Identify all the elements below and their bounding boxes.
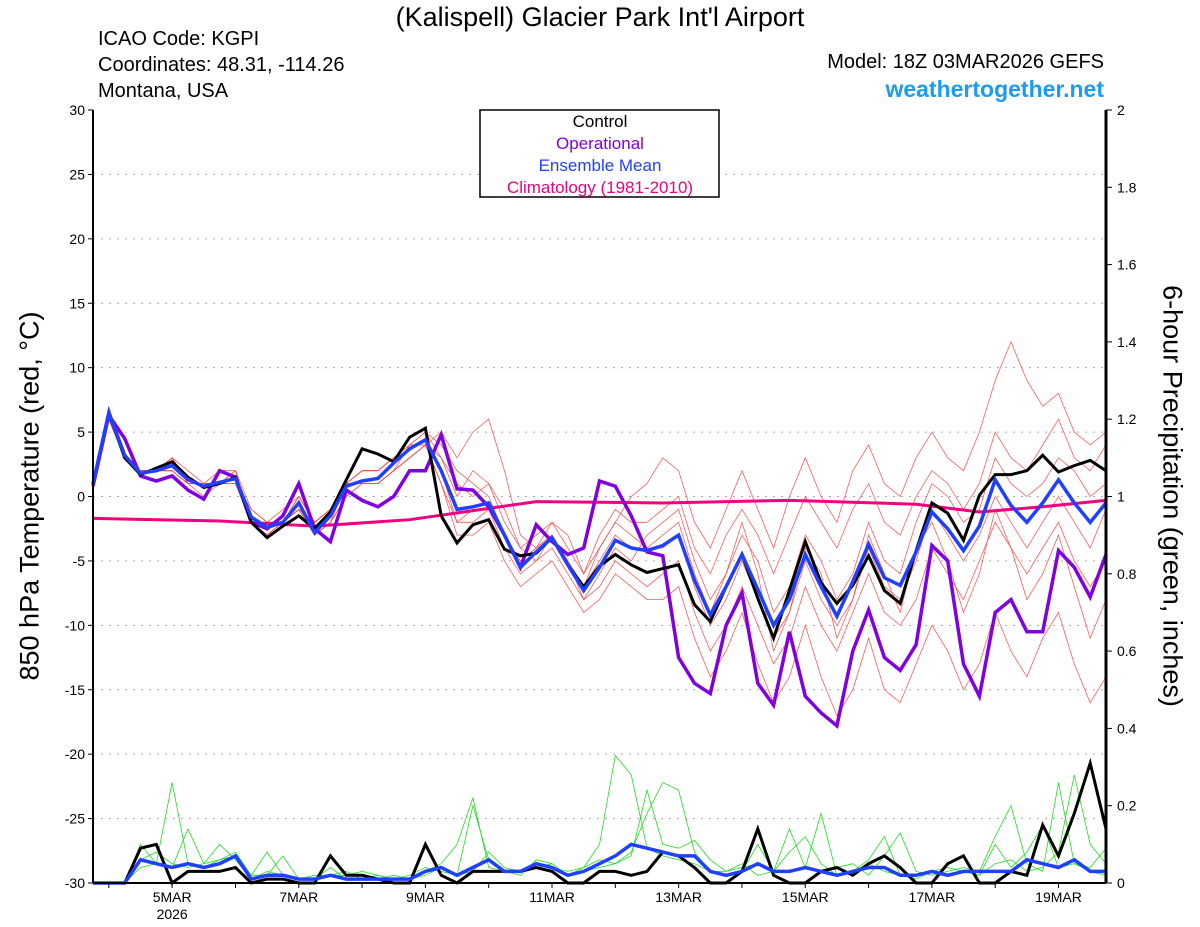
x-tick-label: 9MAR: [406, 889, 445, 905]
legend-entry: Climatology (1981-2010): [507, 178, 693, 197]
chart-title: (Kalispell) Glacier Park Int'l Airport: [395, 2, 805, 32]
x-tick-label: 19MAR: [1035, 889, 1082, 905]
y-tick-label: -25: [65, 811, 85, 827]
precip-mean-line: [93, 842, 1106, 885]
y-tick-label: -10: [65, 617, 85, 633]
y2-tick-label: 1: [1117, 489, 1125, 505]
x-tick-label: 15MAR: [782, 889, 829, 905]
axes: -30 -25 -20 -15 -10 -5 0 5 10 15 20 25 30 0 0.2 0.4 0.6 0…: [65, 102, 1137, 922]
site-link[interactable]: weathertogether.net: [885, 76, 1104, 102]
x-tick-label: 13MAR: [655, 889, 702, 905]
x-tick-label: 5MAR: [153, 889, 192, 905]
legend-entry: Ensemble Mean: [539, 156, 662, 175]
y-tick-label: 5: [77, 424, 85, 440]
y2-tick-label: 0.4: [1117, 720, 1137, 736]
temperature-members: [92, 340, 1107, 717]
y-tick-label: 30: [69, 102, 85, 118]
y2-tick-label: 1.8: [1117, 179, 1137, 195]
ensemble-mean-line: [91, 406, 1108, 630]
x-tick-label: 11MAR: [529, 889, 575, 905]
gridlines: [93, 173, 1106, 820]
y2-tick-label: 1.2: [1117, 411, 1137, 427]
region: Montana, USA: [98, 80, 229, 102]
legend: Control Operational Ensemble Mean Climatolo…: [479, 109, 720, 198]
y-tick-label: 15: [69, 295, 85, 311]
y2-tick-label: 0.2: [1117, 798, 1137, 814]
y-tick-label: 10: [69, 360, 85, 376]
temperature-member-line: [92, 417, 1107, 665]
temperature-member-line: [92, 417, 1107, 575]
y2-tick-label: 1.4: [1117, 334, 1137, 350]
main-series: [91, 406, 1108, 886]
y-tick-label: 0: [77, 489, 85, 505]
y-tick-label: 25: [69, 166, 85, 182]
y2-tick-label: 1.6: [1117, 257, 1137, 273]
y-tick-label: -20: [65, 746, 85, 762]
y-tick-label: -5: [73, 553, 86, 569]
y-tick-label: -15: [65, 682, 85, 698]
legend-entry: Operational: [556, 134, 644, 153]
icao-code: ICAO Code: KGPI: [98, 28, 260, 50]
precip-control-line: [93, 757, 1108, 886]
y2-axis-label: 6-hour Precipitation (green, inches): [1157, 285, 1188, 707]
legend-box: [479, 109, 720, 198]
model-run: Model: 18Z 03MAR2026 GEFS: [827, 51, 1104, 73]
y2-tick-label: 0.8: [1117, 566, 1137, 582]
x-tick-sublabel: 2026: [157, 906, 188, 922]
legend-entry: Control: [573, 112, 628, 131]
y-tick-label: 20: [69, 231, 85, 247]
y-axis-label: 850 hPa Temperature (red, °C): [14, 311, 45, 681]
x-tick-label: 7MAR: [279, 889, 318, 905]
operational-line: [91, 410, 1108, 729]
y2-tick-label: 0: [1117, 875, 1125, 891]
y2-tick-label: 2: [1117, 102, 1125, 118]
x-tick-label: 17MAR: [909, 889, 956, 905]
coordinates: Coordinates: 48.31, -114.26: [98, 54, 345, 76]
y2-tick-label: 0.6: [1117, 643, 1137, 659]
y-tick-label: -30: [65, 875, 85, 891]
temperature-member-line: [92, 417, 1107, 653]
